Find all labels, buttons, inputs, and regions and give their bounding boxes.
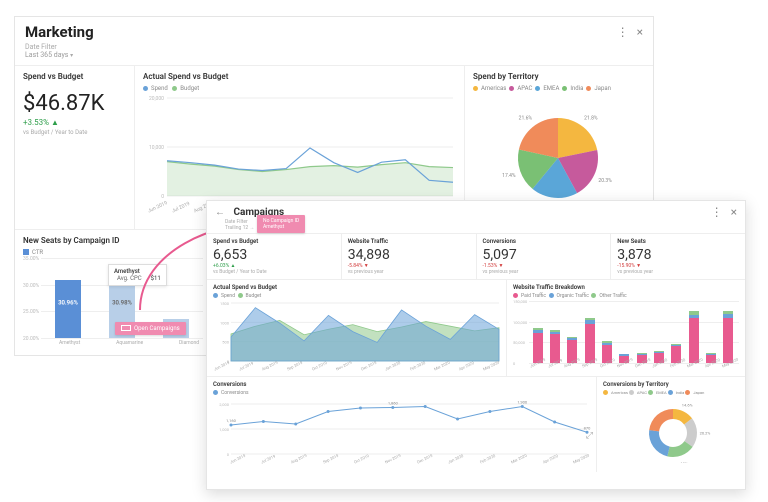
close-icon[interactable]: × bbox=[637, 25, 643, 39]
actual-spend-legend: Spend Budget bbox=[143, 85, 456, 92]
svg-text:17.4%: 17.4% bbox=[502, 173, 516, 179]
date-filter-value: Last 365 days bbox=[25, 51, 68, 59]
cp-territory-donut-card: Conversions by Territory Americas APAC E… bbox=[597, 377, 745, 472]
actual-spend-title: Actual Spend vs Budget bbox=[143, 72, 456, 81]
cp-donut-legend: Americas APAC EMEA India Japan bbox=[603, 390, 739, 395]
kpi-cell: Spend vs Budget6,653+6.03% ▲vs Budget / … bbox=[207, 234, 342, 279]
newseats-tooltip: Amethyst Avg. CPC $11 bbox=[108, 264, 167, 286]
newseats-xlabels: AmethystAquamarineDiamond bbox=[41, 338, 217, 346]
campaigns-dashboard-panel: ← Campaigns ⋮ × Date Filter Trailing 12 … bbox=[206, 200, 746, 490]
cp-area-title: Actual Spend vs Budget bbox=[213, 284, 500, 291]
svg-text:21.8%: 21.8% bbox=[584, 116, 598, 122]
more-icon[interactable]: ⋮ bbox=[617, 25, 629, 39]
svg-text:0: 0 bbox=[227, 452, 230, 456]
svg-text:1500: 1500 bbox=[220, 301, 230, 306]
cp-donut-title: Conversions by Territory bbox=[603, 381, 739, 388]
svg-text:1,160: 1,160 bbox=[226, 418, 237, 423]
spend-kpi-delta: +3.53% ▲ bbox=[23, 118, 126, 127]
cp-conv-xaxis: Jun 2019Jul 2019Aug 2019Sep 2019Oct 2019… bbox=[213, 460, 590, 465]
svg-text:0: 0 bbox=[161, 194, 164, 200]
cp-conv-legend: Conversions bbox=[213, 390, 590, 396]
svg-text:500: 500 bbox=[222, 340, 229, 345]
marketing-header: Marketing ⋮ × bbox=[15, 17, 653, 43]
campaign-filter-pill[interactable]: No Campaign IDAmethyst bbox=[257, 215, 305, 233]
svg-text:19%: 19% bbox=[680, 461, 687, 463]
marketing-date-filter[interactable]: Date Filter Last 365 days ▾ bbox=[15, 43, 653, 65]
svg-text:20,000: 20,000 bbox=[149, 96, 164, 102]
cp-donut-chart: 14.6% 20.2% 19% bbox=[603, 397, 743, 463]
spend-kpi-caption: vs Budget / Year to Date bbox=[23, 129, 126, 136]
kpi-cell: New Seats3,878-15.90% ▼vs previous year bbox=[611, 234, 745, 279]
chevron-down-icon: ▾ bbox=[70, 52, 73, 59]
cp-area-chart: 050010001500 bbox=[213, 301, 501, 363]
newseats-legend: CTR bbox=[23, 249, 217, 256]
territory-pie-title: Spend by Territory bbox=[473, 72, 645, 81]
actual-spend-chart: 0 10,000 20,000 bbox=[143, 94, 457, 204]
more-icon[interactable]: ⋮ bbox=[711, 205, 723, 219]
cp-traffic-chart: 050,000100,000150,000 bbox=[513, 301, 739, 363]
svg-text:10,000: 10,000 bbox=[149, 145, 164, 151]
svg-text:1,860: 1,860 bbox=[388, 401, 399, 406]
kpi-cell: Website Traffic34,898-5.84% ▼vs previous… bbox=[342, 234, 477, 279]
spend-vs-budget-kpi-card: Spend vs Budget $46.87K +3.53% ▲ vs Budg… bbox=[15, 66, 135, 229]
kpi-cell: Conversions5,097-1.53% ▼vs previous year bbox=[477, 234, 612, 279]
territory-pie-legend: Americas APAC EMEA India Japan bbox=[473, 85, 645, 92]
expand-icon[interactable]: ⤢ bbox=[586, 431, 593, 441]
open-campaigns-callout[interactable]: Open Campaigns bbox=[115, 322, 186, 335]
svg-text:20.2%: 20.2% bbox=[700, 431, 711, 436]
close-icon[interactable]: × bbox=[731, 205, 737, 219]
spend-kpi-title: Spend vs Budget bbox=[23, 72, 126, 81]
svg-text:870: 870 bbox=[584, 425, 591, 430]
spend-kpi-value: $46.87K bbox=[23, 91, 126, 116]
cp-traffic-legend: Paid Traffic Organic Traffic Other Traff… bbox=[513, 293, 739, 299]
cp-conv-title: Conversions bbox=[213, 381, 590, 388]
back-icon[interactable]: ← bbox=[215, 207, 225, 218]
svg-text:1,000: 1,000 bbox=[219, 427, 230, 432]
territory-pie-chart: 21.8%20.3%18.9%17.4%21.6% bbox=[473, 94, 643, 214]
cp-area-legend: Spend Budget bbox=[213, 293, 500, 299]
cp-conv-chart-card: Conversions Conversions 0 1,000 2,000 1,160… bbox=[207, 377, 597, 472]
newseats-title: New Seats by Campaign ID bbox=[23, 236, 217, 245]
cp-traffic-xaxis: Jun 2019Jul 2019Aug 2019Sep 2019Oct 2019… bbox=[513, 364, 739, 369]
svg-text:2,000: 2,000 bbox=[219, 402, 230, 407]
cp-area-chart-card: Actual Spend vs Budget Spend Budget 0500… bbox=[207, 280, 507, 376]
campaigns-kpi-row: Spend vs Budget6,653+6.03% ▲vs Budget / … bbox=[207, 233, 745, 280]
cp-traffic-title: Website Traffic Breakdown bbox=[513, 284, 739, 291]
svg-text:1000: 1000 bbox=[220, 320, 230, 325]
svg-text:21.6%: 21.6% bbox=[519, 116, 533, 122]
cp-traffic-chart-card: Website Traffic Breakdown Paid Traffic O… bbox=[507, 280, 745, 376]
newseats-chart-card: New Seats by Campaign ID CTR 20.00%25.00… bbox=[15, 229, 225, 369]
cp-area-xaxis: Jun 2019Jul 2019Aug 2019Sep 2019Oct 2019… bbox=[213, 367, 500, 372]
marketing-title: Marketing bbox=[25, 23, 94, 41]
grid-icon bbox=[121, 325, 131, 331]
svg-text:1,900: 1,900 bbox=[517, 400, 528, 405]
cp-conv-chart: 0 1,000 2,000 1,160 1,860 1,900 870 bbox=[213, 398, 591, 456]
svg-text:20.3%: 20.3% bbox=[598, 178, 612, 184]
date-filter-label: Date Filter bbox=[25, 43, 57, 51]
svg-text:14.6%: 14.6% bbox=[682, 403, 693, 408]
up-arrow-icon: ▲ bbox=[51, 118, 59, 127]
